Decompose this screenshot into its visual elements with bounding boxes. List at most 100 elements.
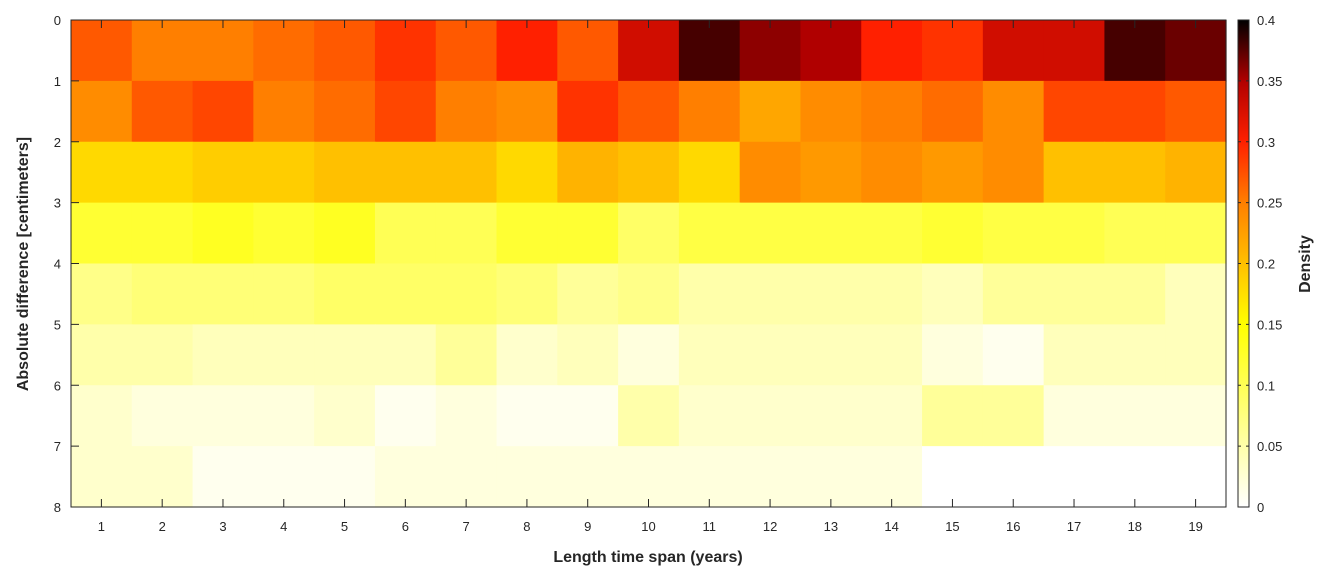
x-tick-label: 11 [703, 519, 717, 534]
heatmap-cell [982, 324, 1045, 386]
heatmap-cell [739, 385, 802, 447]
heatmap-cell [496, 202, 558, 265]
heatmap-cell [861, 385, 923, 447]
heatmap-cell [1104, 141, 1166, 204]
heatmap-cell [435, 202, 498, 265]
heatmap-cell [922, 385, 984, 447]
colorbar-ticks: 0 0.05 0.1 0.15 0.2 0.25 0.3 0.35 0.4 [1238, 13, 1282, 515]
heatmap-cell [253, 446, 315, 508]
heatmap-cell [496, 20, 558, 82]
heatmap-cell [253, 80, 315, 143]
heatmap-cell [1043, 20, 1106, 82]
heatmap-cell [1043, 263, 1106, 325]
heatmap-cell [253, 385, 315, 447]
heatmap-cell [1043, 141, 1106, 204]
heatmap-cell [374, 20, 437, 82]
x-tick-label: 5 [341, 519, 348, 534]
heatmap-cell [71, 385, 133, 447]
heatmap-cell [922, 263, 984, 325]
x-tick-label: 18 [1128, 519, 1142, 534]
heatmap-cell [800, 263, 862, 325]
heatmap-cell [861, 263, 923, 325]
heatmap-cell [496, 446, 558, 508]
heatmap-cell [861, 141, 923, 204]
heatmap-cell [71, 202, 133, 265]
heatmap-cell [374, 446, 437, 508]
heatmap-cell [922, 20, 984, 82]
heatmap-cell [618, 385, 680, 447]
heatmap-cell [922, 80, 984, 143]
heatmap-cell [618, 141, 680, 204]
x-tick-label: 3 [219, 519, 226, 534]
heatmap-cell [678, 141, 741, 204]
y-tick-label: 5 [54, 317, 61, 332]
heatmap-cell [192, 324, 254, 386]
y-axis-ticks: 0 1 2 3 4 5 6 7 8 [54, 13, 79, 515]
heatmap-cell [253, 141, 315, 204]
heatmap-cell [800, 202, 862, 265]
heatmap-cell [435, 80, 498, 143]
heatmap-cell [435, 263, 498, 325]
heatmap-cell [800, 446, 862, 508]
heatmap-cell [314, 141, 376, 204]
heatmap-cell [374, 202, 437, 265]
heatmap-cell [800, 141, 862, 204]
heatmap-cell [314, 80, 376, 143]
heatmap-cell [800, 20, 862, 82]
colorbar-tick-label: 0.3 [1257, 135, 1275, 150]
heatmap-cell [71, 263, 133, 325]
heatmap-cell [496, 263, 558, 325]
heatmap-cell [71, 446, 133, 508]
y-tick-label: 6 [54, 378, 61, 393]
heatmap-cell [982, 202, 1045, 265]
heatmap-cell [982, 80, 1045, 143]
heatmap-cell [1165, 141, 1227, 204]
heatmap-cell [1165, 20, 1227, 82]
heatmap-cell [314, 324, 376, 386]
heatmap-cell [861, 80, 923, 143]
heatmap-cell [131, 446, 194, 508]
heatmap-cell [1043, 324, 1106, 386]
heatmap-cell [71, 20, 133, 82]
heatmap-cell [192, 202, 254, 265]
heatmap-cell [922, 324, 984, 386]
x-axis-label: Length time span (years) [553, 549, 742, 566]
x-tick-label: 7 [463, 519, 470, 534]
heatmap-cell [192, 263, 254, 325]
heatmap-cell [982, 446, 1045, 508]
heatmap-cell [678, 202, 741, 265]
heatmap-cell [253, 324, 315, 386]
x-tick-label: 14 [884, 519, 898, 534]
heatmap-cell [314, 20, 376, 82]
heatmap-cell [496, 385, 558, 447]
heatmap-cell [192, 80, 254, 143]
heatmap-cell [678, 80, 741, 143]
y-tick-label: 7 [54, 439, 61, 454]
heatmap-cell [861, 446, 923, 508]
heatmap-cell [678, 385, 741, 447]
heatmap-cell [557, 141, 619, 204]
heatmap-cell [374, 324, 437, 386]
heatmap-cell [496, 141, 558, 204]
heatmap-cell [800, 324, 862, 386]
heatmap-cell [739, 141, 802, 204]
heatmap-cell [253, 202, 315, 265]
heatmap-cells [71, 20, 1227, 508]
heatmap-cell [1104, 202, 1166, 265]
heatmap-cell [982, 141, 1045, 204]
colorbar-tick-label: 0.25 [1257, 196, 1282, 211]
heatmap-cell [861, 202, 923, 265]
heatmap-cell [374, 263, 437, 325]
heatmap-cell [1104, 385, 1166, 447]
heatmap-cell [374, 141, 437, 204]
heatmap-cell [739, 202, 802, 265]
heatmap-cell [71, 324, 133, 386]
colorbar-tick-label: 0.15 [1257, 317, 1282, 332]
heatmap-cell [253, 263, 315, 325]
y-tick-label: 3 [54, 196, 61, 211]
heatmap-cell [435, 385, 498, 447]
heatmap-cell [739, 324, 802, 386]
heatmap-cell [1165, 324, 1227, 386]
y-axis-label: Absolute difference [centimeters] [15, 137, 32, 391]
heatmap-cell [71, 141, 133, 204]
